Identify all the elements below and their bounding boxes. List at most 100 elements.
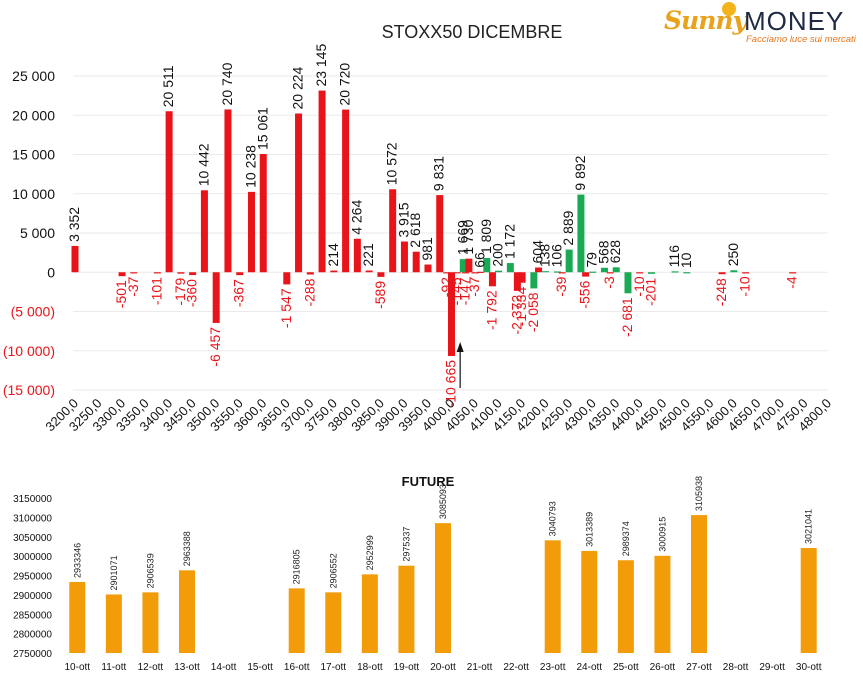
x-tick-label: 22-ott (503, 662, 529, 673)
y-tick-label: 3050000 (13, 533, 52, 544)
data-label: 20 740 (219, 62, 235, 105)
data-label: 79 (584, 252, 600, 268)
data-label: 66 (472, 252, 488, 268)
data-label: 23 145 (313, 44, 329, 87)
data-label: 3 915 (395, 202, 411, 237)
data-label: -1 792 (483, 290, 499, 330)
y-tick-label: 2850000 (13, 610, 52, 621)
data-label: -2 681 (619, 297, 635, 337)
bar (412, 251, 420, 273)
x-tick-label: 18-ott (357, 662, 383, 673)
y-tick-label: 2900000 (13, 591, 52, 602)
options-open-interest-chart: STOXX50 DICEMBRE 25 000 20 000 15 000 10 00… (3, 22, 834, 434)
bar (400, 241, 408, 273)
bar (558, 272, 566, 274)
x-tick-label: 19-ott (394, 662, 420, 673)
data-label: -1 334 (513, 287, 529, 327)
y-tick-label: 15 000 (12, 147, 55, 163)
data-label: 2906539 (145, 553, 155, 588)
data-label: 3 352 (66, 207, 82, 242)
x-tick-label: 24-ott (576, 662, 602, 673)
bar (671, 271, 679, 273)
data-label: 2989374 (621, 521, 631, 556)
x-tick-label: 17-ott (320, 662, 346, 673)
data-label: -2 372 (508, 295, 524, 335)
bar (236, 272, 244, 276)
data-label: -501 (113, 280, 129, 308)
bar (789, 272, 797, 274)
data-label: 628 (607, 240, 623, 264)
bar (288, 588, 305, 653)
data-label: 221 (360, 243, 376, 267)
bar (800, 547, 817, 653)
data-label: 1 809 (478, 219, 494, 254)
bar (600, 267, 608, 273)
data-label: 3013389 (584, 512, 594, 547)
x-tick-label: 23-ott (540, 662, 566, 673)
price-arrow-head (456, 342, 464, 352)
bar (544, 540, 561, 653)
sun-icon (722, 2, 736, 16)
logo-sunny: Sunny (664, 6, 747, 35)
data-label: 2906552 (328, 553, 338, 588)
bar (648, 272, 656, 274)
data-label: 9 892 (572, 155, 588, 190)
x-tick-label: 28-ott (723, 662, 749, 673)
bar (165, 111, 173, 273)
data-label: 10 238 (242, 145, 258, 188)
data-label: -6 457 (207, 327, 223, 367)
data-label: 4 264 (348, 200, 364, 235)
bar (718, 272, 726, 275)
y-tick-label: 25 000 (12, 68, 55, 84)
bar (636, 272, 644, 274)
bar (212, 272, 220, 323)
data-label: -288 (301, 278, 317, 306)
data-label: 9 831 (431, 156, 447, 191)
bar (654, 555, 671, 653)
bar (318, 90, 326, 273)
bar (436, 195, 444, 273)
x-tick-label: 27-ott (686, 662, 712, 673)
future-price-chart: FUTURE 3150000 3100000 3050000 3000000 29500… (13, 474, 822, 673)
data-label: 604 (530, 240, 546, 264)
x-tick-label: 21-ott (467, 662, 493, 673)
data-label: -367 (231, 279, 247, 307)
bar (542, 271, 550, 273)
x-tick-label: 11-ott (101, 662, 126, 673)
bar (742, 272, 750, 274)
data-label: 2933346 (72, 543, 82, 578)
y-tick-label: 3000000 (13, 552, 52, 563)
x-tick-label: 30-ott (796, 662, 822, 673)
data-label: 2 618 (407, 212, 423, 247)
bar (624, 272, 632, 294)
bar (462, 272, 470, 274)
data-label: -2 058 (525, 292, 541, 332)
data-label: 250 (725, 243, 741, 267)
bar (389, 189, 397, 273)
bar (577, 194, 585, 273)
y-tick-label: 2950000 (13, 572, 52, 583)
bar (361, 574, 378, 653)
data-label: -1 547 (278, 288, 294, 328)
bar (179, 570, 195, 653)
bar (448, 272, 455, 356)
data-label: 214 (325, 243, 341, 267)
data-label: -589 (372, 281, 388, 309)
bar (553, 271, 561, 273)
data-label: -179 (172, 277, 188, 305)
y-tick-label: 5 000 (20, 225, 55, 241)
data-label: 1 730 (460, 219, 476, 254)
y-tick-label: 20 000 (12, 107, 55, 123)
bar (105, 594, 122, 653)
y-tick-label: 2800000 (13, 630, 52, 641)
y-tick-label: (10 000) (3, 343, 55, 359)
data-label: 3000915 (657, 517, 667, 552)
data-label: 2916805 (292, 549, 302, 584)
bar (483, 258, 491, 273)
data-label: 10 572 (384, 142, 400, 185)
bar (424, 264, 432, 273)
x-tick-label: 16-ott (284, 662, 310, 673)
bar (582, 272, 590, 277)
data-label: 2 889 (560, 210, 576, 245)
data-label: -147 (457, 277, 473, 305)
